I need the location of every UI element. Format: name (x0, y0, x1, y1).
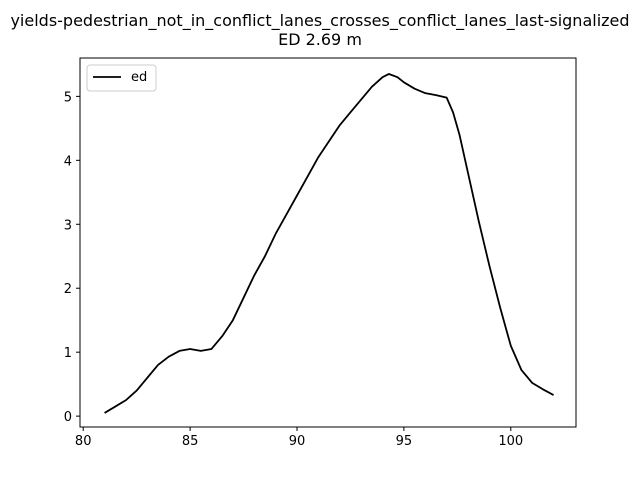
y-tick-label: 5 (64, 90, 72, 105)
legend: ed (86, 64, 157, 92)
y-tick-label: 0 (64, 410, 72, 425)
y-tick-label: 1 (64, 346, 72, 361)
series-ed-line (104, 73, 554, 414)
legend-label-ed: ed (131, 70, 147, 85)
y-tick-label: 3 (64, 218, 72, 233)
x-tick-label: 90 (289, 434, 306, 449)
x-tick-label: 80 (75, 434, 92, 449)
x-tick-label: 100 (498, 434, 523, 449)
chart-subtitle: ED 2.69 m (278, 30, 362, 49)
x-axis: 80 85 90 95 100 (75, 427, 523, 449)
legend-box (86, 64, 157, 92)
x-tick-label: 95 (396, 434, 413, 449)
y-axis: 0 1 2 3 4 5 (64, 90, 80, 425)
plot-area (79, 57, 577, 428)
chart-title: yields-pedestrian_not_in_conflict_lanes_… (10, 11, 629, 31)
y-tick-label: 4 (64, 154, 72, 169)
x-tick-label: 85 (182, 434, 199, 449)
y-tick-label: 2 (64, 282, 72, 297)
